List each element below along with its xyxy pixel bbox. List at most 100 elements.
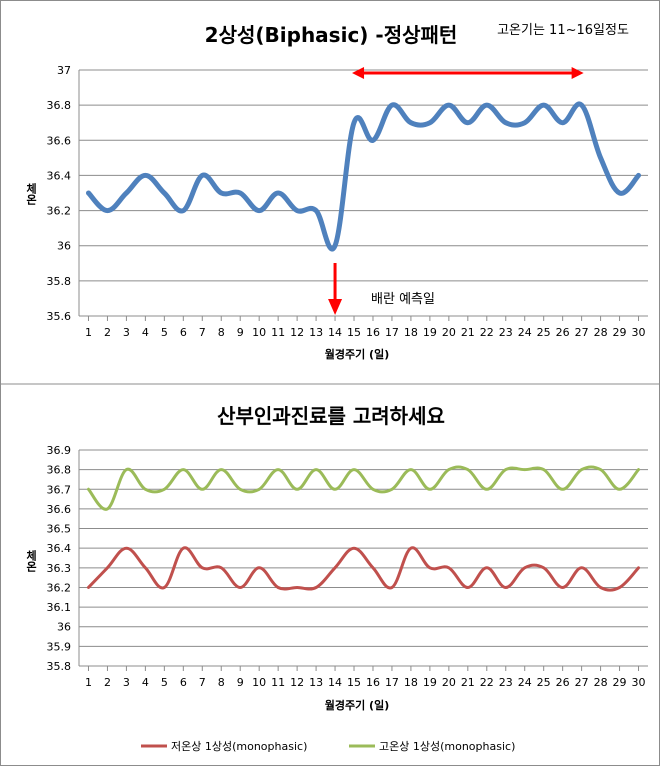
- y-tick-label: 36.2: [47, 581, 72, 594]
- chart1-high-temp-note: 고온기는 11~16일정도: [497, 23, 629, 38]
- data-point: [239, 488, 241, 490]
- data-point: [581, 104, 583, 106]
- data-point: [220, 192, 222, 194]
- x-tick-label: 23: [499, 676, 513, 689]
- x-tick-label: 23: [499, 326, 513, 339]
- data-point: [258, 210, 260, 212]
- data-point: [637, 174, 640, 176]
- data-point: [125, 469, 127, 471]
- x-tick-label: 29: [613, 676, 627, 689]
- x-tick-label: 24: [518, 326, 532, 339]
- data-point: [296, 586, 298, 589]
- chart1-x-axis-title: 월경주기 (일): [325, 347, 389, 361]
- chart1-y-axis-title: 체온: [25, 182, 38, 205]
- data-point: [618, 586, 621, 589]
- data-point: [543, 469, 545, 471]
- data-point: [315, 210, 317, 212]
- y-tick-label: 36.7: [47, 483, 72, 496]
- series-line-2: [86, 465, 640, 511]
- x-tick-label: 1: [85, 676, 92, 689]
- y-tick-label: 36: [57, 621, 71, 634]
- x-tick-label: 7: [199, 326, 206, 339]
- data-point: [296, 488, 298, 490]
- data-point: [201, 488, 203, 490]
- data-point: [448, 469, 450, 471]
- chart1-title: 2상성(Biphasic) -정상패턴: [205, 23, 458, 47]
- data-point: [372, 139, 374, 141]
- x-tick-label: 30: [632, 676, 646, 689]
- data-point: [353, 469, 355, 471]
- x-tick-label: 24: [518, 676, 532, 689]
- high-phase-arrow-right-head: [571, 67, 584, 79]
- data-point: [182, 547, 184, 549]
- data-point: [144, 488, 146, 490]
- data-point: [486, 567, 488, 569]
- data-point: [486, 104, 488, 106]
- data-point: [600, 157, 602, 159]
- data-point: [182, 210, 184, 212]
- x-tick-label: 17: [385, 326, 399, 339]
- x-tick-label: 15: [347, 676, 361, 689]
- data-point: [524, 567, 526, 569]
- x-tick-label: 10: [252, 326, 266, 339]
- y-tick-label: 36.5: [47, 523, 72, 536]
- x-tick-label: 18: [404, 326, 418, 339]
- x-tick-label: 25: [537, 676, 551, 689]
- y-tick-label: 36.2: [47, 205, 72, 218]
- x-tick-label: 27: [575, 676, 589, 689]
- x-tick-label: 22: [480, 676, 494, 689]
- y-tick-label: 36.8: [47, 464, 72, 477]
- data-point: [372, 567, 374, 569]
- data-point: [201, 567, 203, 569]
- x-tick-label: 12: [290, 326, 304, 339]
- data-point: [505, 122, 507, 124]
- y-tick-label: 36.6: [47, 134, 72, 147]
- y-tick-label: 36.1: [47, 601, 72, 614]
- data-point: [429, 488, 431, 490]
- x-tick-label: 16: [366, 326, 380, 339]
- y-tick-label: 36.6: [47, 503, 72, 516]
- data-point: [581, 469, 583, 471]
- x-tick-label: 20: [442, 326, 456, 339]
- data-point: [372, 488, 374, 490]
- x-tick-label: 13: [309, 676, 323, 689]
- y-tick-label: 35.9: [47, 640, 72, 653]
- x-tick-label: 12: [290, 676, 304, 689]
- data-point: [106, 567, 108, 569]
- data-point: [334, 567, 336, 569]
- data-point: [87, 586, 90, 589]
- chart2-plot-area: 35.835.93636.136.236.336.436.536.636.736…: [47, 444, 648, 689]
- data-point: [353, 547, 355, 549]
- data-point: [277, 192, 279, 194]
- chart2-legend: 저온상 1상성(monophasic) 고온상 1상성(monophasic): [141, 740, 515, 753]
- x-tick-label: 14: [328, 676, 342, 689]
- x-tick-label: 25: [537, 326, 551, 339]
- data-point: [391, 586, 393, 589]
- x-tick-label: 3: [123, 326, 130, 339]
- x-tick-label: 16: [366, 676, 380, 689]
- data-point: [524, 122, 526, 124]
- data-point: [391, 488, 393, 490]
- y-tick-label: 35.8: [47, 660, 72, 673]
- x-tick-label: 5: [161, 326, 168, 339]
- data-point: [334, 245, 336, 247]
- chart2-title: 산부인과진료를 고려하세요: [217, 404, 445, 428]
- y-tick-label: 36.9: [47, 444, 72, 457]
- data-point: [296, 210, 298, 212]
- data-point: [258, 567, 260, 569]
- x-tick-label: 11: [271, 676, 285, 689]
- data-point: [581, 567, 583, 569]
- x-tick-label: 2: [104, 676, 111, 689]
- data-point: [201, 174, 203, 176]
- data-point: [277, 469, 279, 471]
- series-line-1: [86, 546, 640, 592]
- high-phase-arrow-left-head: [352, 67, 365, 79]
- x-tick-label: 27: [575, 326, 589, 339]
- x-tick-label: 1: [85, 326, 92, 339]
- data-point: [637, 567, 640, 569]
- data-point: [429, 567, 431, 569]
- data-point: [277, 586, 279, 589]
- ovulation-arrow-head: [328, 299, 343, 315]
- x-tick-label: 9: [237, 326, 244, 339]
- data-point: [353, 122, 355, 124]
